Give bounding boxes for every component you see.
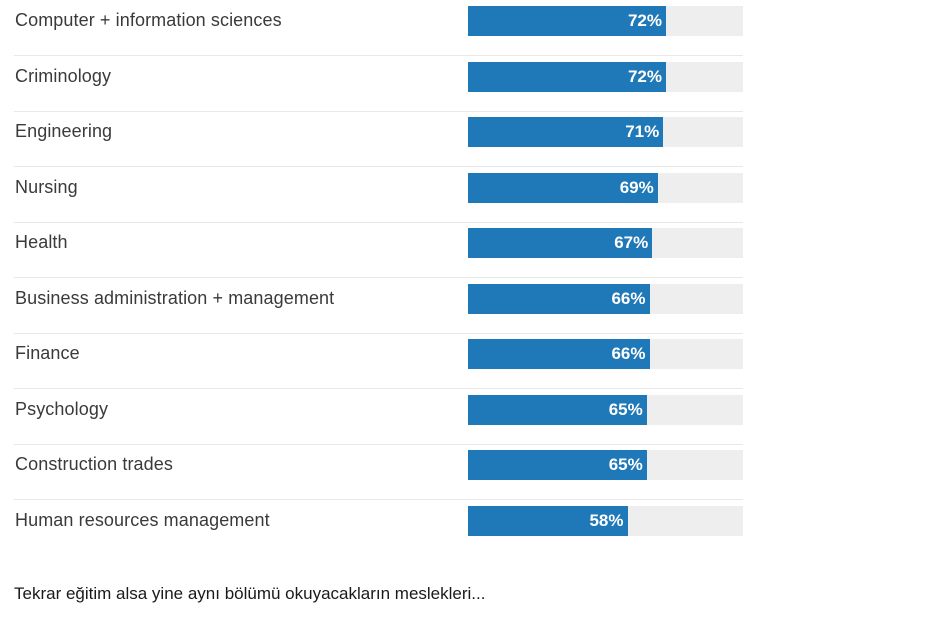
bar: 69%	[468, 172, 658, 203]
data-label: 66%	[611, 288, 646, 308]
category-label: Nursing	[15, 176, 78, 197]
chart-row: Health 67%	[14, 222, 743, 278]
bar: 65%	[468, 450, 647, 480]
chart-row: Human resources management 58%	[14, 500, 743, 555]
category-label: Human resources management	[15, 509, 270, 530]
bar-track: 67%	[468, 228, 743, 258]
bar: 72%	[468, 61, 666, 92]
category-label: Finance	[15, 343, 80, 363]
chart-row: Computer + information sciences 72%	[14, 0, 743, 56]
bar-track: 72%	[468, 6, 743, 36]
data-label: 72%	[627, 66, 662, 86]
chart-row: Nursing 69%	[14, 167, 743, 223]
chart-row: Psychology 65%	[14, 389, 743, 445]
chart-row: Engineering 71%	[14, 111, 743, 167]
category-label: Psychology	[15, 398, 109, 419]
bar: 72%	[468, 6, 666, 36]
bar: 58%	[468, 505, 628, 536]
bar-track: 58%	[468, 505, 743, 536]
bar: 71%	[468, 117, 664, 147]
chart-row: Construction trades 65%	[14, 444, 743, 500]
data-label: 66%	[611, 344, 646, 363]
category-label: Engineering	[15, 121, 113, 141]
bar-track: 66%	[468, 339, 743, 369]
bar-track: 66%	[468, 283, 743, 314]
data-label: 65%	[608, 399, 643, 419]
data-label: 72%	[627, 11, 662, 30]
bar-chart: Computer + information sciences 72% Crimin…	[14, 0, 743, 555]
category-label: Criminology	[15, 65, 112, 86]
category-label: Health	[15, 232, 68, 252]
bar: 66%	[468, 283, 650, 314]
bar-track: 72%	[468, 61, 743, 92]
bar-track: 71%	[468, 117, 743, 147]
bar: 65%	[468, 394, 647, 425]
bar: 67%	[468, 228, 653, 258]
data-label: 58%	[589, 510, 624, 530]
data-label: 69%	[619, 177, 654, 197]
caption: Tekrar eğitim alsa yine aynı bölümü okuy…	[14, 584, 486, 603]
data-label: 65%	[608, 455, 643, 474]
chart-row: Business administration + management 66%	[14, 278, 743, 334]
category-label: Construction trades	[15, 454, 173, 474]
chart-row: Finance 66%	[14, 333, 743, 389]
bar-track: 69%	[468, 172, 743, 203]
bar: 66%	[468, 339, 650, 369]
bar-track: 65%	[468, 394, 743, 425]
category-label: Business administration + management	[15, 287, 335, 308]
bar-track: 65%	[468, 450, 743, 480]
chart-row: Criminology 72%	[14, 56, 743, 112]
category-label: Computer + information sciences	[15, 10, 282, 30]
data-label: 71%	[625, 122, 660, 141]
data-label: 67%	[614, 233, 649, 252]
